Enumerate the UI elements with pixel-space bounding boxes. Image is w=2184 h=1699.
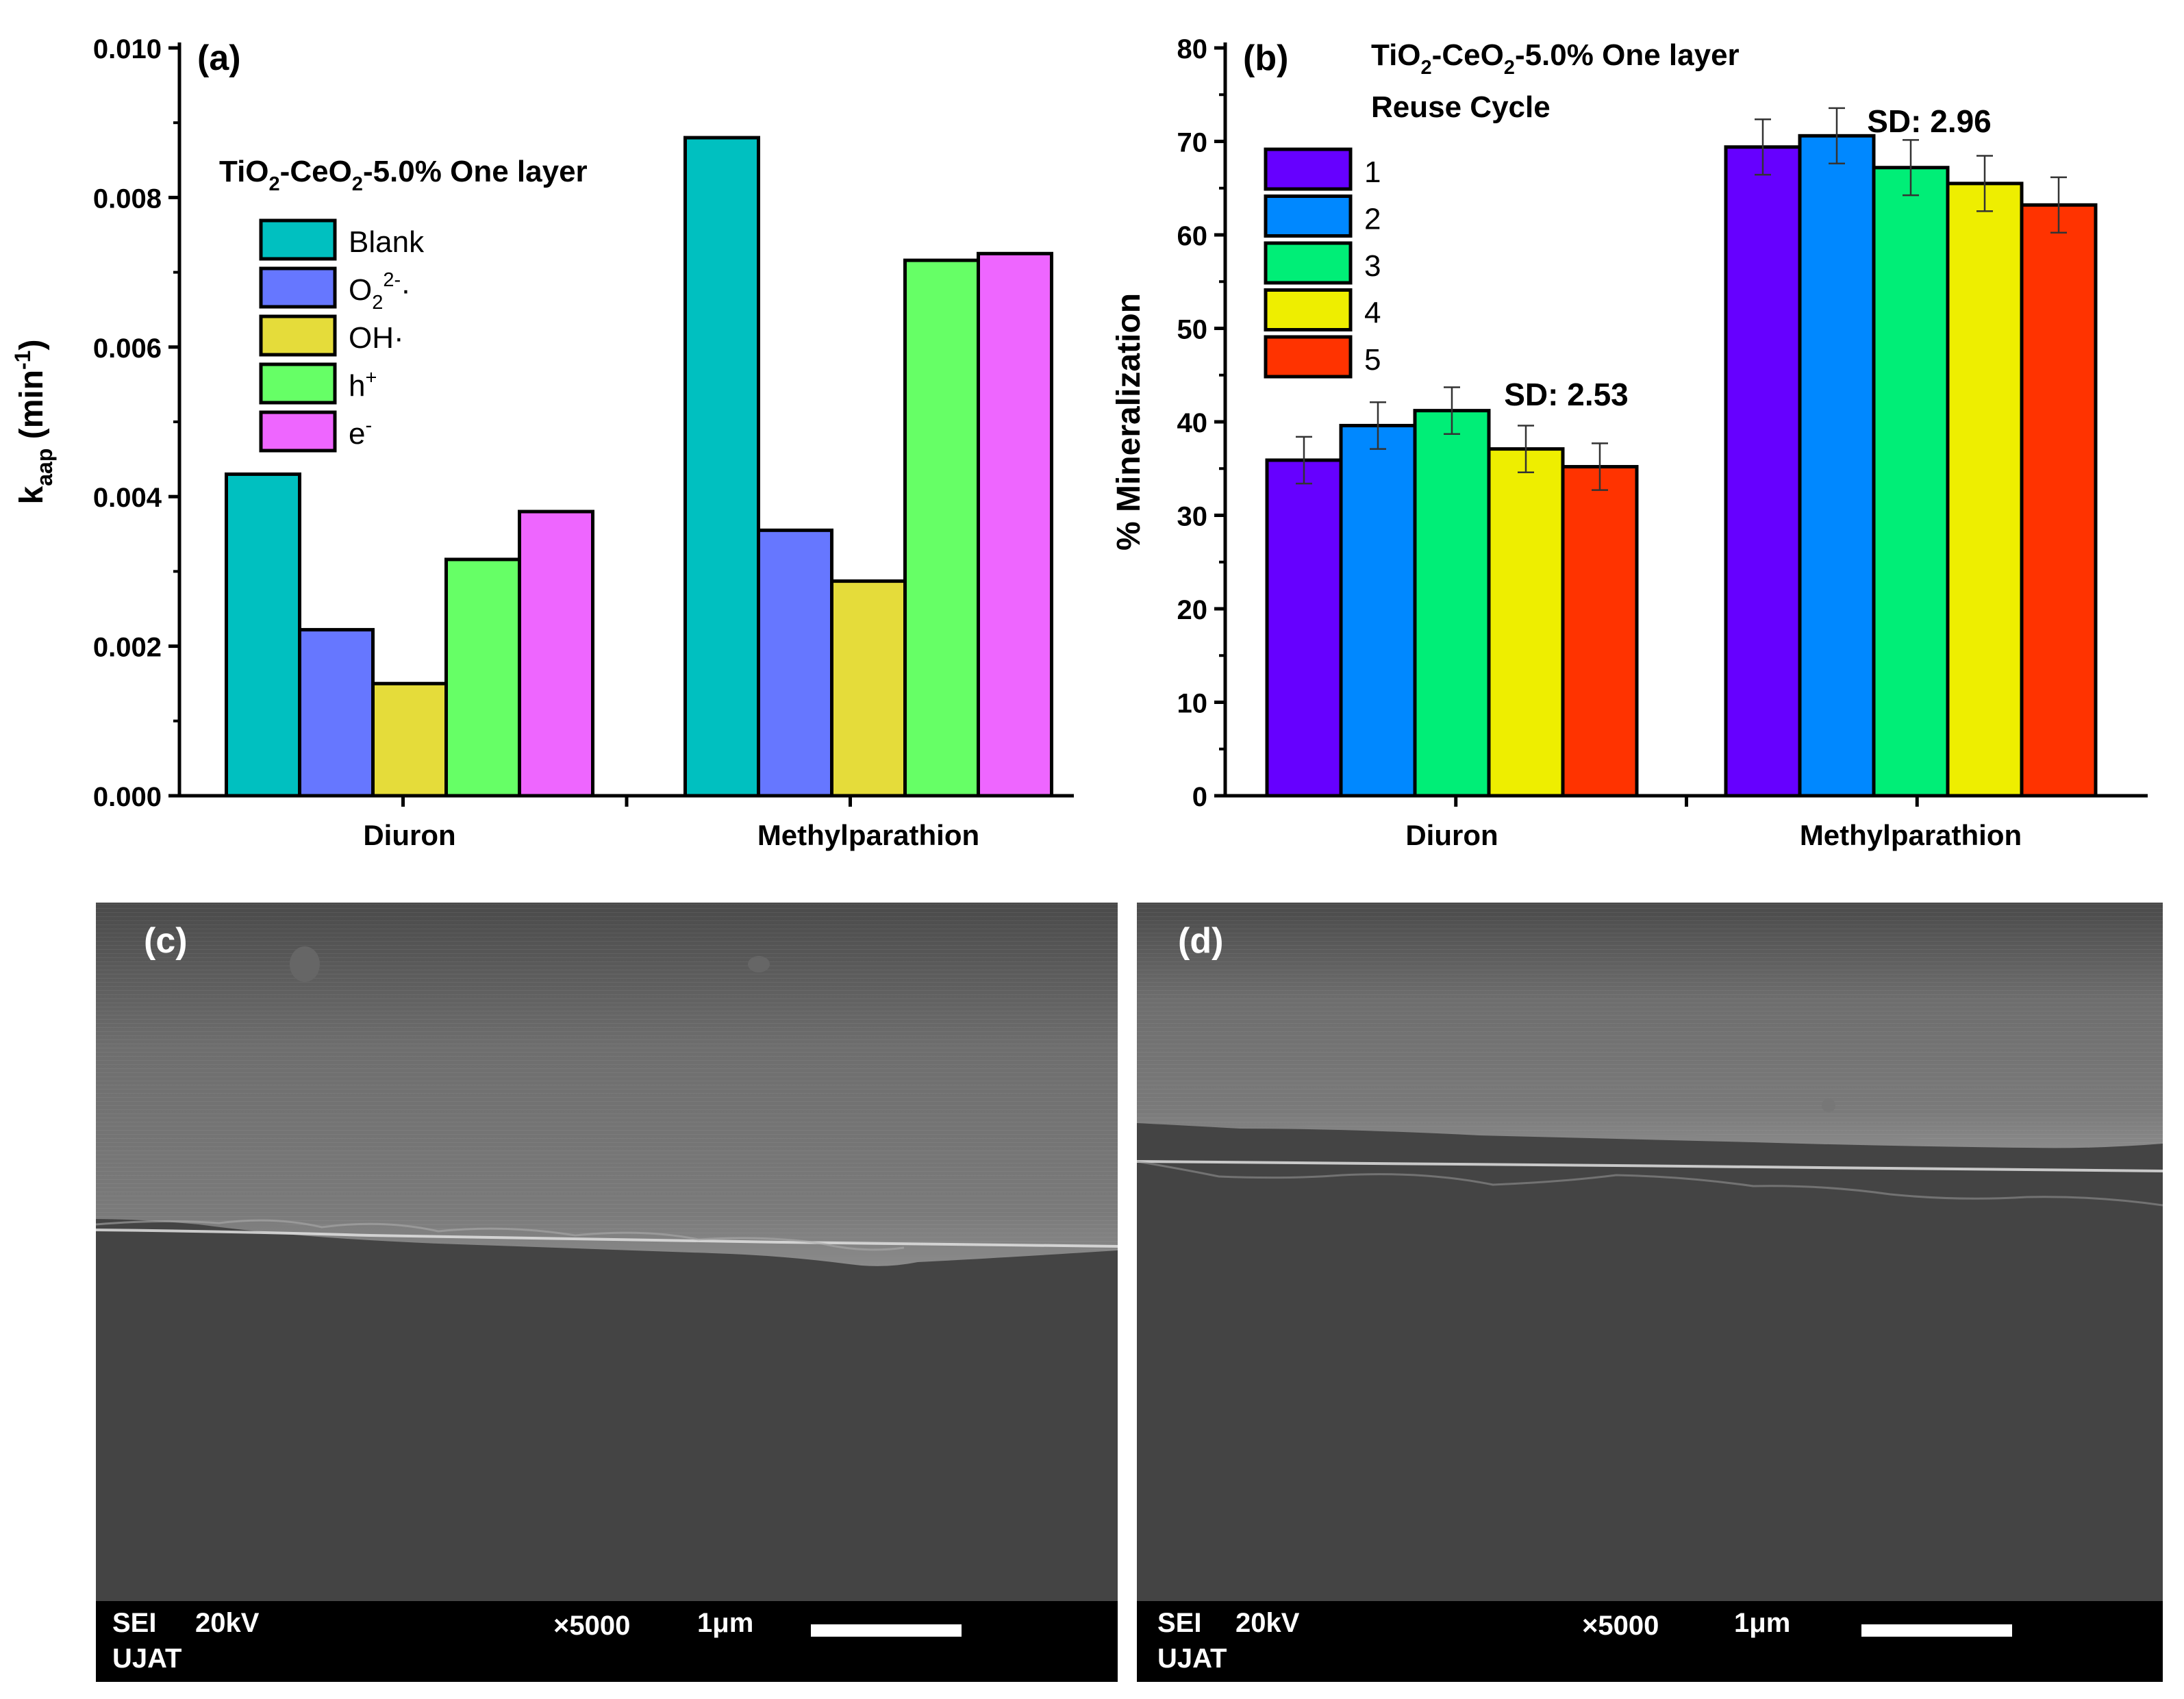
sem-institution-c: UJAT: [112, 1644, 182, 1674]
legend-swatch: [259, 410, 337, 453]
legend-title: Reuse Cycle: [1371, 90, 1551, 124]
bar: [225, 472, 301, 798]
y-tick-label: 10: [1177, 689, 1208, 719]
legend-label: e-: [349, 414, 372, 451]
legend-swatch: [1264, 288, 1353, 331]
x-category-label: Diuron: [363, 819, 455, 851]
y-tick-label: 30: [1177, 502, 1208, 532]
y-tick-label: 40: [1177, 408, 1208, 438]
bar: [371, 681, 448, 798]
bar: [977, 251, 1053, 798]
legend-swatch: [259, 218, 337, 261]
bar: [2020, 203, 2098, 798]
legend-label: 2: [1364, 203, 1381, 236]
chart-title: TiO2-CeO2-5.0% One layer: [1371, 38, 1740, 79]
panel-label: (a): [197, 38, 241, 78]
sem-mode-d: SEI: [1157, 1608, 1202, 1638]
bar: [518, 509, 594, 798]
y-tick-label: 0.004: [93, 483, 162, 513]
y-tick-label: 0.000: [93, 782, 162, 812]
y-tick-label: 0: [1192, 782, 1207, 812]
sem-voltage-d: 20kV: [1235, 1608, 1300, 1638]
chart-a: 0.000 0.002 0.004 0.006 0.008 0.010 Diuron Meth…: [10, 34, 1074, 851]
sem-info-bar-c: SEI 20kV ×5000 1μm UJAT: [96, 1601, 1118, 1682]
legend-swatch: [1264, 241, 1353, 285]
bar: [757, 528, 833, 798]
legend-swatch: [1264, 147, 1353, 191]
bar: [1724, 145, 1802, 798]
y-tick-label: 70: [1177, 128, 1208, 158]
y-tick-label: 0.002: [93, 633, 162, 663]
legend-label: 4: [1364, 297, 1381, 330]
x-category-label: Methylparathion: [1800, 819, 2022, 851]
legend-swatch: [1264, 194, 1353, 238]
sem-magnification-d: ×5000: [1582, 1611, 1659, 1641]
bar: [1946, 181, 2024, 798]
sem-info-bar-d: SEI 20kV ×5000 1μm UJAT: [1137, 1601, 2163, 1682]
bar: [830, 579, 907, 798]
bar: [1339, 423, 1417, 798]
sem-scale-bar-c: [811, 1624, 962, 1637]
panel-label-c: (c): [144, 921, 188, 961]
y-tick-label: 60: [1177, 221, 1208, 251]
legend-label: Blank: [349, 225, 425, 259]
y-tick-label: 50: [1177, 315, 1208, 345]
x-category-label: Diuron: [1405, 819, 1498, 851]
chart-b: 0 10 20 30 40 50 60 70 80 Diuron Methylparathion (b…: [1111, 34, 2148, 851]
legend-label: 5: [1364, 343, 1381, 377]
y-axis-label: % Mineralization: [1111, 293, 1147, 551]
sem-scale-label-d: 1μm: [1734, 1608, 1791, 1638]
sem-image-d: [1137, 903, 2163, 1601]
panel-label: (b): [1243, 38, 1288, 78]
panel-label-d: (d): [1178, 921, 1224, 961]
sd-annotation: SD: 2.96: [1867, 103, 1992, 139]
sem-mode-c: SEI: [112, 1608, 157, 1638]
bar: [1872, 166, 1950, 798]
sem-micrograph-d: SEI 20kV ×5000 1μm UJAT (d): [1137, 903, 2163, 1682]
legend-label: 3: [1364, 249, 1381, 283]
legend-label: 1: [1364, 155, 1381, 189]
sem-voltage-c: 20kV: [195, 1608, 260, 1638]
legend-swatch: [1264, 335, 1353, 379]
y-tick-label: 20: [1177, 595, 1208, 625]
sem-magnification-c: ×5000: [553, 1611, 631, 1641]
chart-title: TiO2-CeO2-5.0% One layer: [219, 155, 588, 195]
sem-micrograph-c: SEI 20kV ×5000 1μm UJAT (c): [96, 903, 1118, 1682]
bar: [1561, 465, 1639, 798]
legend-label: h+: [349, 366, 377, 403]
y-tick-label: 0.006: [93, 333, 162, 364]
bar: [1798, 134, 1876, 798]
y-tick-label: 0.010: [93, 34, 162, 64]
bar: [1487, 447, 1565, 798]
legend-label: OH·: [349, 321, 404, 355]
x-category-label: Methylparathion: [757, 819, 979, 851]
y-tick-label: 0.008: [93, 184, 162, 214]
legend-swatch: [259, 362, 337, 405]
legend-label: O22-·: [349, 269, 411, 314]
legend-swatch: [259, 266, 337, 309]
sd-annotation: SD: 2.53: [1504, 377, 1629, 412]
sem-image-c: [96, 903, 1118, 1601]
bar: [1265, 458, 1343, 798]
y-tick-label: 80: [1177, 34, 1208, 64]
bar: [444, 557, 521, 798]
bar: [1413, 409, 1491, 798]
sem-scale-label-c: 1μm: [697, 1608, 754, 1638]
y-axis-label: kaap (min-1): [10, 340, 57, 505]
bar: [903, 258, 980, 798]
legend-swatch: [259, 314, 337, 357]
sem-institution-d: UJAT: [1157, 1644, 1227, 1674]
bar: [298, 628, 375, 798]
bar: [683, 136, 760, 798]
sem-scale-bar-d: [1861, 1624, 2012, 1637]
